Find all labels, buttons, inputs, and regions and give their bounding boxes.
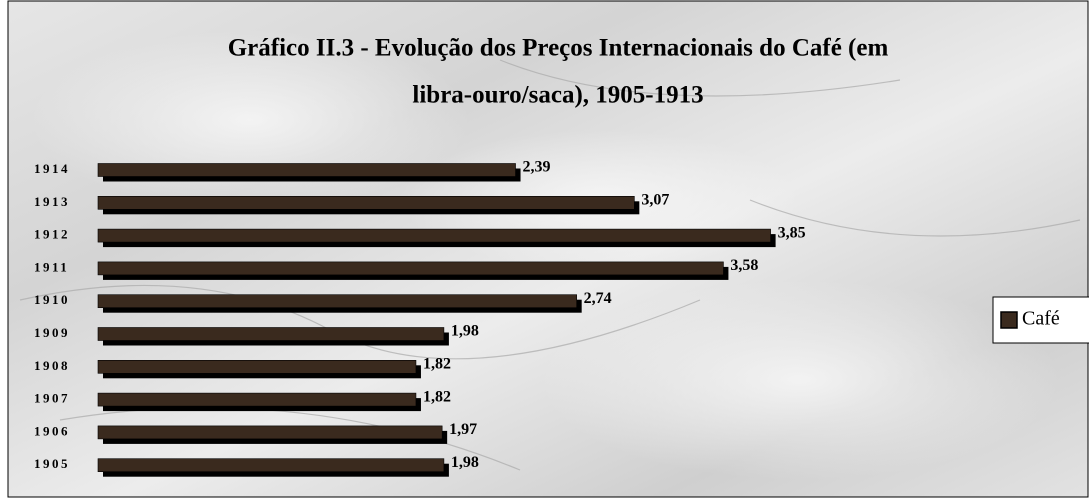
legend-label: Café [1022, 308, 1060, 330]
value-label: 2,74 [584, 290, 612, 307]
value-label: 1,97 [449, 421, 477, 438]
bar [97, 327, 445, 341]
y-tick-label: 1910 [34, 292, 70, 307]
value-label: 3,85 [778, 224, 806, 241]
y-tick-label: 1911 [34, 259, 69, 274]
value-label: 1,82 [423, 388, 451, 405]
y-tick-label: 1913 [34, 194, 70, 209]
bar [97, 458, 445, 473]
value-label: 1,98 [451, 454, 479, 471]
y-tick-label: 1905 [34, 456, 70, 471]
legend-swatch [1000, 311, 1018, 329]
bar [97, 359, 417, 374]
bar [97, 294, 577, 309]
bar [97, 425, 443, 440]
value-label: 1,82 [423, 355, 451, 372]
y-tick-label: 1914 [34, 161, 70, 176]
y-tick-label: 1907 [34, 391, 70, 406]
value-label: 3,07 [641, 191, 669, 208]
chart-title: libra-ouro/saca), 1905-1913 [412, 82, 703, 109]
y-tick-label: 1906 [34, 423, 70, 438]
y-tick-label: 1909 [34, 325, 70, 340]
y-tick-label: 1912 [34, 227, 70, 242]
bar [97, 392, 417, 407]
y-tick-label: 1908 [34, 358, 70, 373]
marble-texture [540, 280, 1060, 480]
bar [97, 196, 635, 210]
value-label: 1,98 [451, 323, 479, 340]
value-label: 2,39 [523, 159, 551, 176]
chart-title: Gráfico II.3 - Evolução dos Preços Inter… [228, 35, 889, 62]
value-label: 3,58 [730, 257, 758, 274]
bar [97, 261, 724, 276]
bar [97, 228, 771, 243]
bar [97, 163, 516, 177]
